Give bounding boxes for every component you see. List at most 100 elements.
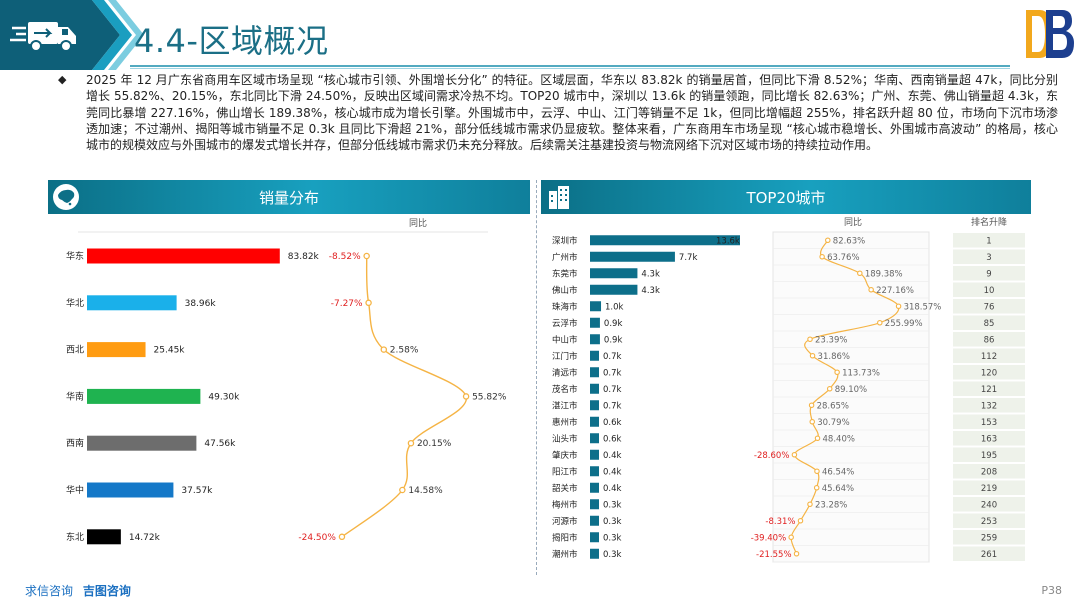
city-value-label: 0.4k	[603, 467, 622, 477]
city-value-label: 1.0k	[605, 302, 624, 312]
rank-change-value: 163	[981, 434, 997, 444]
category-label: 华中	[66, 484, 84, 496]
category-label: 东北	[66, 531, 84, 543]
region-panel-header: 销量分布	[48, 180, 530, 214]
city-sales-bar	[590, 416, 599, 427]
city-label: 揭阳市	[552, 532, 578, 543]
yoy-label: 20.15%	[417, 439, 452, 449]
yoy-label: 46.54%	[822, 467, 854, 477]
city-label: 中山市	[552, 334, 578, 345]
rank-change-value: 208	[981, 467, 997, 477]
yoy-label: 23.39%	[815, 335, 847, 345]
category-label: 华北	[66, 297, 84, 309]
yoy-point	[814, 435, 821, 442]
rank-cell	[953, 282, 1025, 297]
rank-change-value: 1	[986, 236, 991, 246]
sales-value-label: 38.96k	[185, 299, 217, 309]
city-panel-header: TOP20城市	[541, 180, 1031, 214]
city-value-label: 0.3k	[603, 550, 622, 560]
rank-cell	[953, 464, 1025, 479]
rank-change-value: 86	[984, 335, 995, 345]
city-value-label: 0.9k	[604, 319, 623, 329]
city-sales-bar	[590, 482, 599, 493]
rank-change-value: 259	[981, 533, 997, 543]
category-label: 西南	[66, 437, 84, 449]
city-value-label: 0.7k	[603, 368, 622, 378]
yoy-label: 55.82%	[472, 392, 507, 402]
city-buildings-icon	[549, 186, 569, 209]
rank-change-value: 85	[984, 319, 995, 329]
yoy-point	[797, 517, 804, 524]
yoy-point	[365, 299, 372, 307]
city-value-label: 7.7k	[679, 253, 698, 263]
city-label: 梅州市	[552, 499, 578, 510]
rank-change-value: 253	[981, 517, 997, 527]
yoy-point	[788, 534, 794, 540]
rank-cell	[953, 348, 1025, 363]
rank-cell	[953, 546, 1025, 561]
rank-change-value: 240	[981, 500, 997, 510]
yoy-point	[791, 452, 798, 458]
sales-bar	[87, 342, 146, 358]
city-label: 潮州市	[552, 549, 578, 560]
yoy-label: -8.52%	[329, 252, 361, 262]
yoy-point	[814, 468, 820, 475]
city-label: 汕头市	[552, 433, 578, 444]
yoy-label: 189.38%	[865, 269, 903, 279]
city-sales-bar	[590, 400, 599, 411]
yoy-label: -39.40%	[751, 533, 786, 543]
city-sales-bar	[590, 317, 600, 328]
yoy-point	[895, 303, 902, 310]
yoy-point	[813, 484, 820, 491]
city-value-label: 0.3k	[603, 500, 622, 510]
city-label: 湛江市	[552, 400, 578, 411]
yoy-point	[793, 550, 800, 557]
city-sales-bar	[590, 449, 599, 460]
city-sales-bar	[590, 499, 599, 510]
rank-cell	[953, 447, 1025, 462]
city-label: 韶关市	[552, 483, 578, 494]
city-label: 佛山市	[552, 285, 578, 296]
yoy-label: 82.63%	[833, 236, 865, 246]
sales-bar	[87, 295, 177, 311]
city-label: 清远市	[552, 367, 578, 378]
panel-divider	[536, 180, 537, 575]
yoy-label: 113.73%	[842, 368, 880, 378]
city-value-label: 4.3k	[641, 269, 660, 279]
rank-cell	[953, 530, 1025, 545]
rank-change-value: 10	[984, 286, 995, 296]
rank-change-value: 153	[981, 418, 997, 428]
yoy-point	[857, 270, 863, 276]
yoy-label: -21.55%	[756, 550, 791, 560]
city-sales-bar	[590, 284, 638, 295]
yoy-point	[808, 402, 815, 409]
city-panel-title: TOP20城市	[746, 189, 826, 207]
city-sales-bar	[590, 433, 599, 444]
city-value-label: 0.6k	[603, 434, 622, 444]
city-sales-bar	[590, 367, 599, 378]
footer-link-jitu[interactable]: 吉图咨询	[82, 584, 131, 598]
rank-cell	[953, 365, 1025, 380]
yoy-label: -7.27%	[331, 299, 363, 309]
page-number: P38	[1041, 584, 1062, 597]
city-value-label: 0.3k	[603, 517, 622, 527]
yoy-label: -24.50%	[298, 533, 336, 543]
yoy-label: 45.64%	[822, 484, 854, 494]
category-label: 西北	[66, 345, 84, 356]
truck-icon	[10, 22, 76, 52]
yoy-label: 255.99%	[885, 319, 923, 329]
footer-link-qiuxin[interactable]: 求信咨询	[25, 584, 74, 598]
city-label: 惠州市	[552, 417, 578, 428]
city-sales-bar	[590, 334, 600, 345]
yoy-label: 48.40%	[823, 434, 855, 444]
rank-change-value: 76	[984, 302, 995, 312]
region-panel-title: 销量分布	[258, 189, 319, 207]
city-sales-bar	[590, 548, 599, 559]
rank-cell	[953, 431, 1025, 446]
yoy-point	[363, 252, 370, 260]
yoy-point	[338, 533, 346, 541]
city-sales-bar	[590, 301, 602, 312]
rank-change-value: 132	[981, 401, 997, 411]
city-value-label: 0.4k	[603, 484, 622, 494]
